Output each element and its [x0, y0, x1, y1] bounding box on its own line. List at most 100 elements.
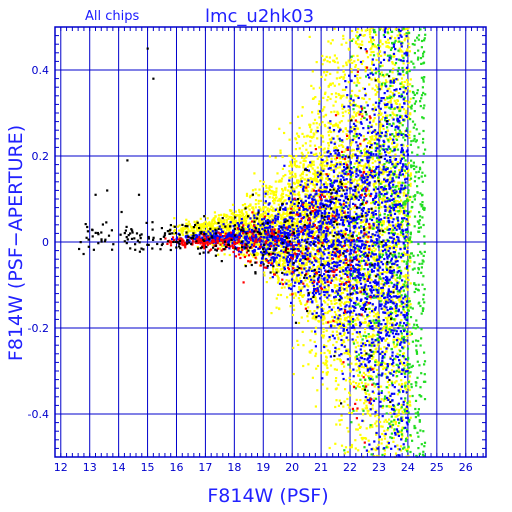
- point-yellow: [345, 236, 348, 239]
- point-yellow: [301, 210, 304, 213]
- point-yellow: [271, 209, 274, 213]
- point-yellow: [300, 264, 303, 267]
- point-yellow: [318, 155, 321, 158]
- point-yellow: [286, 213, 289, 216]
- point-yellow: [270, 223, 273, 226]
- point-yellow: [281, 259, 284, 262]
- point-yellow: [362, 436, 365, 440]
- point-yellow: [381, 43, 384, 46]
- point-yellow: [408, 379, 411, 382]
- point-yellow: [264, 234, 267, 237]
- point-yellow: [308, 236, 311, 239]
- point-yellow: [400, 44, 403, 47]
- point-yellow: [355, 362, 358, 365]
- point-yellow: [381, 425, 384, 428]
- point-yellow: [389, 138, 392, 141]
- point-green: [398, 210, 401, 213]
- point-yellow: [279, 264, 282, 267]
- point-yellow: [381, 279, 384, 283]
- point-yellow: [330, 138, 333, 141]
- point-yellow: [288, 250, 291, 253]
- point-yellow: [333, 154, 336, 157]
- point-yellow: [394, 249, 397, 252]
- point-yellow: [230, 212, 233, 215]
- point-yellow: [310, 195, 313, 198]
- point-yellow: [254, 212, 257, 215]
- point-yellow: [357, 110, 360, 113]
- point-yellow: [386, 96, 389, 99]
- point-yellow: [374, 415, 377, 418]
- point-yellow: [291, 156, 294, 159]
- point-yellow: [394, 312, 397, 315]
- point-yellow: [317, 260, 320, 264]
- point-green: [378, 195, 381, 198]
- point-yellow: [377, 150, 380, 153]
- point-yellow: [374, 449, 377, 452]
- point-yellow: [249, 252, 252, 255]
- point-yellow: [400, 305, 403, 308]
- point-yellow: [272, 207, 275, 210]
- point-yellow: [354, 94, 357, 97]
- point-yellow: [350, 154, 353, 157]
- point-yellow: [358, 333, 361, 336]
- point-yellow: [356, 246, 359, 250]
- point-yellow: [328, 350, 331, 353]
- point-yellow: [284, 228, 287, 231]
- point-yellow: [273, 198, 276, 201]
- point-yellow: [352, 116, 355, 119]
- point-yellow: [394, 223, 397, 226]
- point-yellow: [346, 154, 349, 157]
- point-yellow: [396, 99, 399, 102]
- point-yellow: [346, 129, 349, 133]
- point-yellow: [225, 216, 228, 219]
- point-yellow: [204, 220, 207, 223]
- point-yellow: [361, 321, 364, 324]
- point-green: [401, 66, 404, 70]
- point-yellow: [284, 222, 287, 225]
- point-yellow: [341, 104, 344, 108]
- point-yellow: [401, 363, 404, 366]
- point-yellow: [404, 111, 407, 114]
- point-yellow: [237, 230, 240, 233]
- point-yellow: [344, 312, 347, 315]
- point-yellow: [295, 227, 299, 230]
- point-yellow: [369, 270, 372, 273]
- point-yellow: [310, 255, 313, 258]
- point-yellow: [338, 184, 341, 187]
- point-yellow: [315, 367, 318, 370]
- point-yellow: [391, 160, 394, 163]
- point-yellow: [278, 307, 281, 310]
- point-yellow: [375, 363, 378, 366]
- point-yellow: [345, 63, 348, 67]
- data-points: [78, 26, 427, 459]
- point-yellow: [356, 335, 359, 339]
- point-yellow: [290, 202, 293, 205]
- point-yellow: [367, 450, 370, 453]
- point-yellow: [316, 137, 319, 140]
- point-yellow: [305, 238, 308, 241]
- point-yellow: [301, 226, 305, 229]
- point-yellow: [386, 209, 389, 212]
- point-yellow: [348, 391, 351, 394]
- point-yellow: [329, 215, 332, 218]
- point-yellow: [400, 116, 403, 119]
- point-yellow: [331, 229, 334, 232]
- point-yellow: [289, 270, 292, 273]
- point-yellow: [335, 230, 338, 234]
- point-yellow: [397, 92, 400, 95]
- point-yellow: [349, 144, 352, 147]
- point-yellow: [368, 224, 371, 227]
- point-yellow: [318, 222, 322, 225]
- point-yellow: [355, 34, 358, 37]
- point-yellow: [347, 430, 350, 433]
- point-yellow: [324, 288, 327, 291]
- point-yellow: [371, 87, 374, 90]
- point-yellow: [353, 132, 356, 135]
- point-yellow: [325, 364, 328, 367]
- point-yellow: [307, 363, 310, 366]
- point-yellow: [223, 253, 226, 256]
- point-yellow: [393, 381, 397, 384]
- point-yellow: [391, 84, 394, 88]
- point-yellow: [173, 230, 176, 233]
- point-yellow: [253, 232, 256, 235]
